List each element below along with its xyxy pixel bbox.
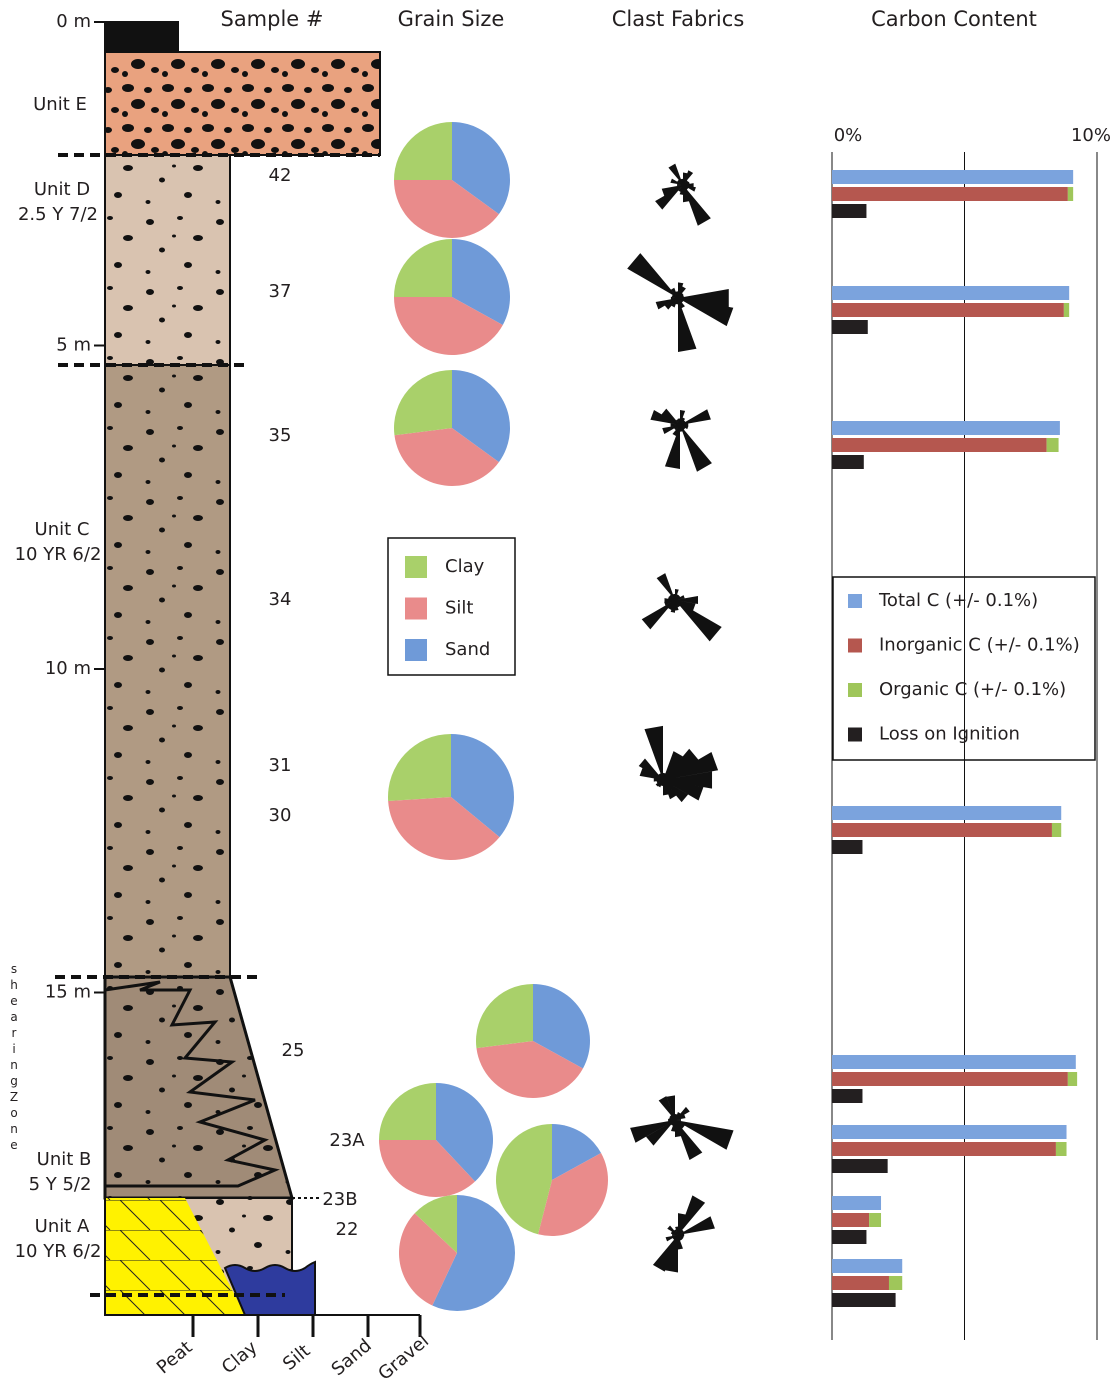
bar-total-c	[832, 421, 1060, 435]
legend-label: Silt	[445, 598, 474, 619]
bar-loi	[832, 1159, 888, 1173]
header: Sample #	[220, 7, 323, 31]
bar-total-c	[832, 1125, 1067, 1139]
unit-name: Unit B	[37, 1149, 92, 1170]
sample-label: 34	[269, 589, 292, 610]
carbon-tick-label: 0%	[834, 125, 863, 146]
bar-total-c	[832, 286, 1069, 300]
bar-inorganic-c	[832, 1213, 869, 1227]
grain-axis-label: Gravel	[374, 1331, 433, 1380]
sample-label: 25	[282, 1040, 305, 1061]
legend-label: Clay	[445, 556, 485, 577]
grain-axis-label: Clay	[218, 1337, 262, 1379]
legend-swatch	[405, 639, 427, 661]
bar-total-c	[832, 1196, 881, 1210]
bar-loi	[832, 320, 868, 334]
grain-axis-label: Silt	[279, 1340, 314, 1374]
bar-organic-c	[1068, 1072, 1077, 1086]
bar-inorganic-c	[832, 1276, 889, 1290]
bar-inorganic-c	[832, 823, 1052, 837]
bar-total-c	[832, 1055, 1076, 1069]
pie-slice	[476, 984, 533, 1048]
pie-slice	[394, 239, 452, 297]
rose-diagram	[642, 573, 722, 641]
sample-label: 22	[336, 1219, 359, 1240]
header: Carbon Content	[871, 7, 1037, 31]
legend-swatch	[405, 598, 427, 620]
pie-slice	[394, 122, 452, 180]
bar-organic-c	[1056, 1142, 1067, 1156]
pie-slice	[388, 734, 451, 801]
bar-loi	[832, 1089, 862, 1103]
sample-label: 31	[269, 755, 292, 776]
depth-label: 10 m	[45, 658, 91, 679]
page: {"headers":{"sample":"Sample #","grain_s…	[0, 0, 1114, 1380]
rose-diagram	[650, 409, 712, 472]
unit-color: 5 Y 5/2	[29, 1174, 92, 1195]
sample-label: 23B	[322, 1189, 357, 1210]
pie-slice	[379, 1083, 436, 1140]
strat-column	[55, 22, 420, 1337]
sample-label: 30	[269, 805, 292, 826]
shearing-zone-label: shearingZone	[6, 962, 22, 1154]
bar-loi	[832, 1293, 896, 1307]
bar-inorganic-c	[832, 1072, 1068, 1086]
rose-diagram	[627, 253, 733, 352]
legend-swatch	[848, 728, 862, 742]
unit-name: Unit E	[33, 94, 87, 115]
bar-organic-c	[1068, 187, 1073, 201]
bar-organic-c	[869, 1213, 881, 1227]
bar-loi	[832, 204, 866, 218]
sample-label: 35	[269, 425, 292, 446]
header: Grain Size	[398, 7, 505, 31]
bar-organic-c	[1047, 438, 1059, 452]
depth-label: 0 m	[56, 11, 91, 32]
figure: Sample # Grain Size Clast Fabrics Carbon…	[0, 0, 1114, 1380]
grain-axis-label: Sand	[328, 1335, 376, 1380]
legend-label: Total C (+/- 0.1%)	[878, 590, 1038, 611]
header: Clast Fabrics	[612, 7, 745, 31]
bar-inorganic-c	[832, 438, 1047, 452]
rose-diagram	[639, 726, 718, 802]
sample-label: 37	[269, 281, 292, 302]
carbon-tick-label: 10%	[1071, 125, 1111, 146]
legend-swatch	[848, 683, 862, 697]
legend-label: Inorganic C (+/- 0.1%)	[879, 635, 1080, 656]
bar-total-c	[832, 170, 1073, 184]
bar-organic-c	[1052, 823, 1061, 837]
sample-label: 42	[269, 165, 292, 186]
unit-name: Unit C	[35, 519, 90, 540]
legend-label: Organic C (+/- 0.1%)	[879, 679, 1066, 700]
bar-loi	[832, 840, 862, 854]
legend-swatch	[405, 556, 427, 578]
bar-inorganic-c	[832, 1142, 1056, 1156]
bar-loi	[832, 1230, 866, 1244]
grain-axis-label: Peat	[153, 1337, 197, 1378]
bar-total-c	[832, 1259, 902, 1273]
pie-slice	[394, 370, 452, 435]
rose-diagram	[630, 1095, 733, 1160]
unit-color: 10 YR 6/2	[15, 1241, 102, 1262]
rose-diagram	[653, 1195, 715, 1272]
depth-label: 5 m	[56, 335, 91, 356]
unit-color: 10 YR 6/2	[15, 544, 102, 565]
unit-color: 2.5 Y 7/2	[18, 204, 98, 225]
bar-organic-c	[889, 1276, 902, 1290]
legend-swatch	[848, 639, 862, 653]
bar-inorganic-c	[832, 187, 1068, 201]
legend-label: Loss on Ignition	[879, 724, 1020, 745]
legend-label: Sand	[445, 639, 490, 660]
unit-name: Unit D	[34, 179, 90, 200]
rose-diagram	[655, 164, 711, 226]
unit-name: Unit A	[35, 1216, 90, 1237]
bar-total-c	[832, 806, 1061, 820]
bar-loi	[832, 455, 864, 469]
sample-label: 23A	[329, 1130, 365, 1151]
bar-organic-c	[1064, 303, 1069, 317]
bar-inorganic-c	[832, 303, 1064, 317]
depth-label: 15 m	[45, 982, 91, 1003]
legend-swatch	[848, 594, 862, 608]
